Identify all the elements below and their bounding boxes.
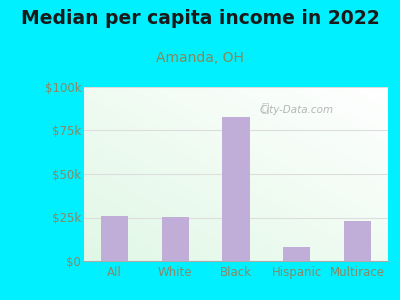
Bar xyxy=(222,117,250,261)
Text: ⓘ: ⓘ xyxy=(261,102,269,115)
Text: Median per capita income in 2022: Median per capita income in 2022 xyxy=(21,9,379,28)
Text: City-Data.com: City-Data.com xyxy=(260,105,334,115)
Bar xyxy=(344,221,371,261)
Bar xyxy=(162,217,189,261)
Text: Amanda, OH: Amanda, OH xyxy=(156,51,244,65)
Bar xyxy=(283,247,310,261)
Bar xyxy=(101,216,128,261)
